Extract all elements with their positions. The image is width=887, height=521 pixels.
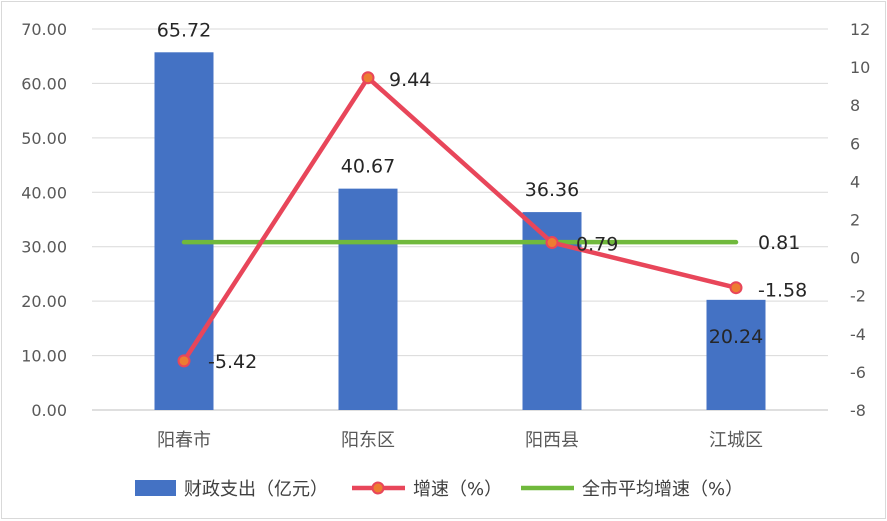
bar bbox=[706, 299, 766, 410]
y-left-tick-label: 0.00 bbox=[31, 401, 67, 420]
legend-swatch-growth-marker bbox=[371, 481, 385, 495]
bar bbox=[338, 188, 398, 410]
growth-marker bbox=[361, 71, 375, 85]
y-right-tick-label: -6 bbox=[850, 363, 866, 382]
growth-line bbox=[181, 75, 739, 364]
growth-marker bbox=[729, 281, 743, 295]
y-left-tick-label: 50.00 bbox=[21, 129, 67, 148]
average-value-label: 0.81 bbox=[758, 232, 800, 254]
y-left-tick-label: 60.00 bbox=[21, 74, 67, 93]
bar-value-label: 65.72 bbox=[157, 19, 211, 41]
y-left-tick-label: 70.00 bbox=[21, 20, 67, 39]
bar-value-label: 20.24 bbox=[709, 326, 763, 348]
y-left-tick-label: 30.00 bbox=[21, 238, 67, 257]
growth-marker bbox=[545, 236, 559, 250]
y-right-tick-label: 10 bbox=[850, 58, 870, 77]
legend-label-growth: 增速（%） bbox=[413, 479, 502, 500]
y-right-tick-label: -2 bbox=[850, 287, 866, 306]
bar-value-label: 36.36 bbox=[525, 179, 579, 201]
bar bbox=[154, 52, 214, 410]
growth-value-label: 9.44 bbox=[389, 69, 431, 91]
y-left-tick-label: 10.00 bbox=[21, 347, 67, 366]
growth-value-label: 0.79 bbox=[576, 234, 618, 256]
y-right-tick-label: -4 bbox=[850, 325, 866, 344]
x-category-label: 阳西县 bbox=[525, 430, 579, 451]
y-right-tick-label: 2 bbox=[850, 211, 860, 230]
y-right-tick-label: 4 bbox=[850, 172, 860, 191]
x-category-label: 江城区 bbox=[709, 430, 763, 451]
y-right-tick-label: -8 bbox=[850, 401, 866, 420]
y-right-tick-label: 8 bbox=[850, 96, 860, 115]
growth-marker bbox=[177, 354, 191, 368]
y-left-tick-label: 40.00 bbox=[21, 183, 67, 202]
x-category-label: 阳春市 bbox=[157, 430, 211, 451]
growth-value-label: -5.42 bbox=[208, 351, 257, 373]
legend-swatch-bar bbox=[135, 480, 176, 496]
growth-value-label: -1.58 bbox=[758, 280, 807, 302]
bar-value-label: 40.67 bbox=[341, 156, 395, 178]
y-left-tick-label: 20.00 bbox=[21, 292, 67, 311]
x-category-label: 阳东区 bbox=[341, 430, 395, 451]
y-right-tick-label: 12 bbox=[850, 20, 870, 39]
legend-label-bar: 财政支出（亿元） bbox=[184, 479, 328, 500]
y-right-tick-label: 6 bbox=[850, 134, 860, 153]
y-right-tick-label: 0 bbox=[850, 249, 860, 268]
legend-label-average: 全市平均增速（%） bbox=[582, 479, 743, 500]
